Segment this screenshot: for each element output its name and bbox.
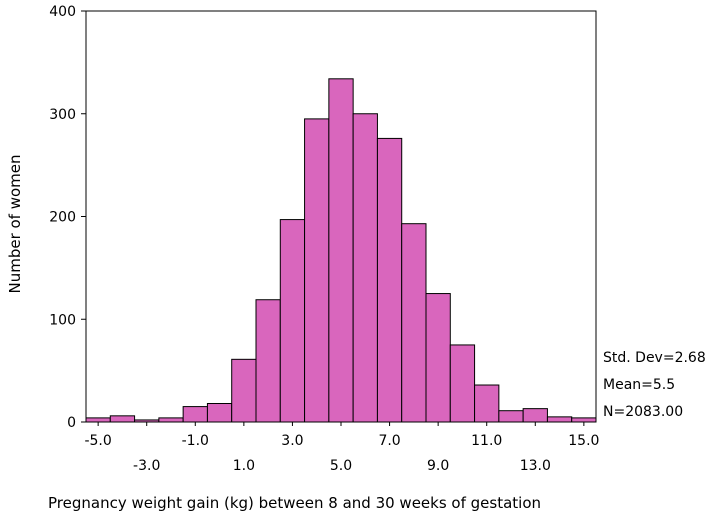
x-tick-label: 13.0 [520, 458, 551, 474]
y-tick-label: 300 [49, 107, 76, 123]
y-tick-label: 100 [49, 312, 76, 328]
histogram-bar [571, 417, 597, 423]
histogram-bar [425, 293, 451, 423]
histogram-bar [304, 118, 330, 423]
y-axis-ticks: 0 100 200 300 400 [49, 4, 86, 431]
stat-std-dev: Std. Dev=2.68 [603, 350, 706, 366]
y-tick-label: 200 [49, 210, 76, 226]
histogram-bar [109, 415, 136, 423]
histogram-bar [522, 408, 548, 423]
x-tick-label: 11.0 [471, 433, 502, 449]
histogram-bar [158, 417, 184, 423]
histogram-bar [328, 78, 354, 423]
histogram-bar [182, 406, 208, 423]
histogram-bar [134, 419, 160, 423]
histogram-bar [352, 113, 378, 423]
histogram-bar [206, 403, 233, 423]
x-tick-label: 9.0 [427, 458, 449, 474]
x-tick-label: -1.0 [182, 433, 209, 449]
x-tick-label: 5.0 [330, 458, 352, 474]
x-axis-label: Pregnancy weight gain (kg) between 8 and… [48, 494, 541, 512]
bars-group [85, 78, 597, 423]
x-tick-label: -3.0 [133, 458, 160, 474]
x-tick-label: 15.0 [568, 433, 599, 449]
histogram-bar [376, 137, 403, 423]
histogram-bar [85, 417, 111, 423]
x-tick-label: 1.0 [233, 458, 255, 474]
x-tick-label: -5.0 [84, 433, 111, 449]
stat-n: N=2083.00 [603, 404, 683, 420]
x-tick-label: 7.0 [378, 433, 400, 449]
histogram-bar [498, 410, 524, 423]
histogram-bar [546, 416, 573, 423]
x-tick-label: 3.0 [281, 433, 303, 449]
stat-mean: Mean=5.5 [603, 377, 675, 393]
y-axis-label: Number of women [6, 154, 24, 293]
y-tick-label: 0 [67, 415, 76, 431]
histogram-bar [449, 344, 476, 423]
histogram-bar [231, 358, 257, 423]
histogram-bar [279, 219, 306, 423]
y-tick-label: 400 [49, 4, 76, 20]
x-axis-ticks: -5.0 -1.0 3.0 7.0 11.0 15.0 -3.0 1.0 5.0 9.0 13.0 [84, 422, 599, 474]
histogram-bar [255, 299, 281, 423]
histogram-bar [401, 223, 427, 423]
histogram-bar [474, 384, 500, 423]
